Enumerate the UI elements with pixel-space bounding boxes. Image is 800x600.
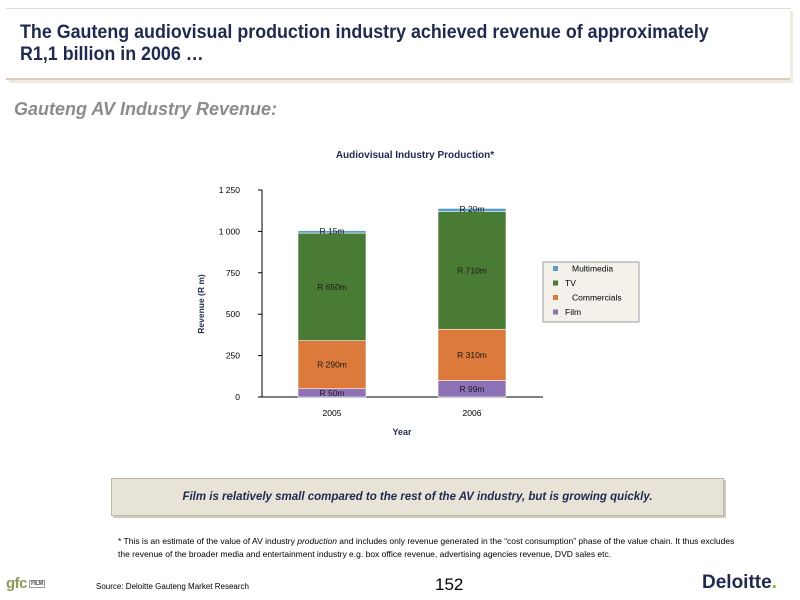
source-note: Source: Deloitte Gauteng Market Research — [96, 582, 249, 591]
legend-swatch-film — [553, 309, 558, 315]
callout-text: Film is relatively small compared to the… — [182, 491, 653, 503]
title-box — [6, 8, 790, 80]
bar-commercials-2006 — [437, 328, 507, 381]
legend-label-film: Film — [565, 307, 581, 317]
page-number: 152 — [435, 575, 464, 594]
x-axis-label: Year — [392, 427, 412, 437]
data-label-film-2005: R 50m — [319, 388, 344, 398]
page-title: The Gauteng audiovisual production indus… — [20, 22, 709, 65]
footnote-part2: and includes only revenue generated in t… — [118, 536, 735, 559]
bar-tv-2005 — [297, 232, 367, 341]
deloitte-logo: Deloitte. — [702, 572, 777, 594]
bar-multimedia-2005 — [297, 230, 367, 234]
y-tick-label: 500 — [226, 309, 240, 319]
data-label-tv-2005: R 650m — [317, 282, 347, 292]
revenue-chart: Audiovisual Industry Production* 0 250 500… — [196, 150, 640, 437]
y-tick-label: 1 000 — [219, 226, 241, 236]
x-tick-label: 2006 — [463, 408, 482, 418]
section-title: Gauteng AV Industry Revenue: — [14, 99, 278, 119]
y-tick-label: 750 — [226, 268, 240, 278]
data-label-multimedia-2005: R 15m — [319, 226, 344, 236]
legend-label-commercials: Commercials — [572, 293, 622, 303]
data-label-commercials-2006: R 310m — [457, 350, 487, 360]
data-label-multimedia-2006: R 20m — [459, 204, 484, 214]
data-label-commercials-2005: R 290m — [317, 360, 347, 370]
y-tick-label: 1 250 — [219, 185, 241, 195]
gfc-logo: gfc FILM — [6, 575, 45, 592]
chart-title: Audiovisual Industry Production* — [336, 150, 494, 161]
legend-swatch-commercials — [553, 295, 558, 300]
legend-swatch-multimedia — [553, 266, 558, 271]
data-label-film-2006: R 99m — [459, 384, 484, 394]
callout-box: Film is relatively small compared to the… — [111, 478, 724, 516]
legend-label-multimedia: Multimedia — [572, 264, 613, 274]
deloitte-logo-dot: . — [771, 572, 777, 593]
legend-label-tv: TV — [565, 278, 576, 288]
y-tick-label: 250 — [226, 351, 240, 361]
footnote: * This is an estimate of the value of AV… — [118, 535, 738, 561]
deloitte-logo-text: Deloitte — [702, 572, 772, 593]
bar-commercials-2005 — [297, 340, 367, 390]
bar-tv-2006 — [437, 211, 507, 330]
chart-legend: Multimedia TV Commercials Film — [542, 261, 640, 323]
gfc-film-tag: FILM — [29, 580, 45, 589]
x-tick-label: 2005 — [323, 408, 342, 418]
legend-swatch-tv — [553, 280, 558, 286]
legend-box — [542, 261, 640, 323]
y-tick-label: 0 — [235, 392, 240, 402]
data-label-tv-2006: R 710m — [457, 265, 487, 275]
y-axis-label: Revenue (R m) — [196, 274, 206, 334]
bar-multimedia-2006 — [437, 208, 507, 212]
footnote-part1: * This is an estimate of the value of AV… — [118, 536, 298, 546]
footnote-italic: production — [297, 536, 337, 546]
gfc-logo-text: gfc — [6, 575, 28, 592]
